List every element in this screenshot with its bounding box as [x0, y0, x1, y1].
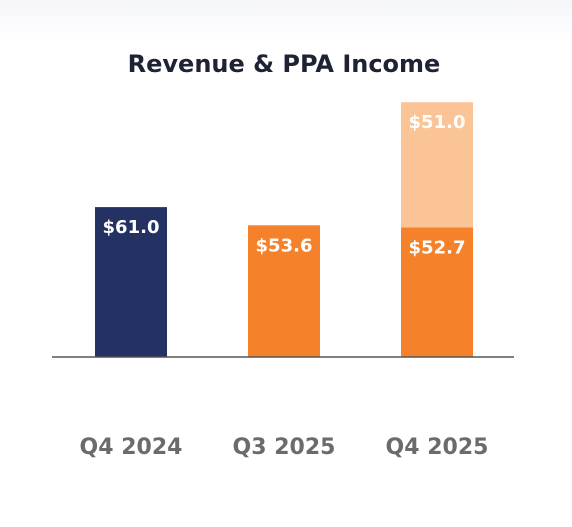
chart-title: Revenue & PPA Income	[128, 50, 441, 78]
x-tick-label: Q4 2024	[80, 435, 183, 460]
bar-value-label: $53.6	[256, 235, 313, 256]
x-tick-label: Q3 2025	[233, 435, 336, 460]
bar-value-label: $52.7	[409, 238, 466, 259]
bar-value-label: $51.0	[409, 112, 466, 133]
x-tick-label: Q4 2025	[386, 435, 489, 460]
bar-value-label: $61.0	[103, 217, 160, 238]
bar-q4-2025-segment-1	[401, 227, 473, 357]
bar-q3-2025-segment-1	[248, 225, 320, 357]
bars-group: $61.0 $53.6 $52.7 $51.0	[95, 102, 473, 357]
bar-q4-2025-segment-2	[401, 102, 473, 228]
bar-q4-2024-segment-1	[95, 207, 167, 357]
x-tick-labels: Q4 2024 Q3 2025 Q4 2025	[80, 435, 489, 460]
